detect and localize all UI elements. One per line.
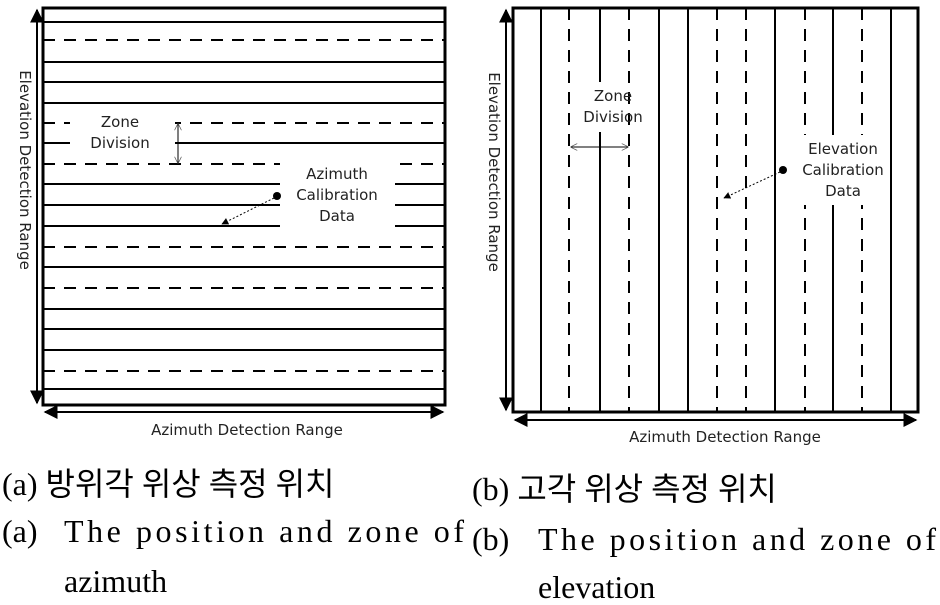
axis-label: Azimuth Detection Range: [629, 428, 821, 446]
axis-label: Azimuth Detection Range: [151, 421, 343, 439]
label-bg: [800, 135, 890, 205]
axis-label: Elevation Detection Range: [16, 70, 34, 270]
point: [273, 192, 281, 200]
grid-lines: [43, 8, 892, 412]
point: [779, 166, 787, 174]
zone-label: Zone: [101, 113, 139, 131]
calibration-label: Data: [319, 207, 355, 225]
label-bg: [572, 82, 627, 132]
zone-label: Division: [583, 108, 642, 126]
caption-english: The position and zone of: [64, 513, 464, 549]
pointer: [221, 197, 275, 225]
caption-english: azimuth: [64, 563, 167, 599]
calibration-label: Data: [825, 182, 861, 200]
caption-english: elevation: [538, 569, 655, 605]
caption-english: (a): [2, 513, 38, 549]
axis-label: Elevation Detection Range: [485, 72, 503, 272]
caption-english: (b): [472, 521, 509, 557]
caption-english: The position and zone of: [538, 521, 936, 557]
zone-label: Zone: [594, 87, 632, 105]
label-bg: [70, 108, 175, 158]
calibration-label: Elevation: [808, 140, 878, 158]
caption-korean: (b) 고각 위상 측정 위치: [472, 471, 777, 507]
caption-korean: (a) 방위각 위상 측정 위치: [2, 466, 334, 502]
zone-label: Division: [90, 134, 149, 152]
panel-frame: [511, 6, 920, 414]
pointer: [723, 171, 781, 199]
label-bg: [280, 160, 395, 230]
calibration-label: Calibration: [802, 161, 884, 179]
calibration-label: Calibration: [296, 186, 378, 204]
calibration-label: Azimuth: [306, 165, 368, 183]
